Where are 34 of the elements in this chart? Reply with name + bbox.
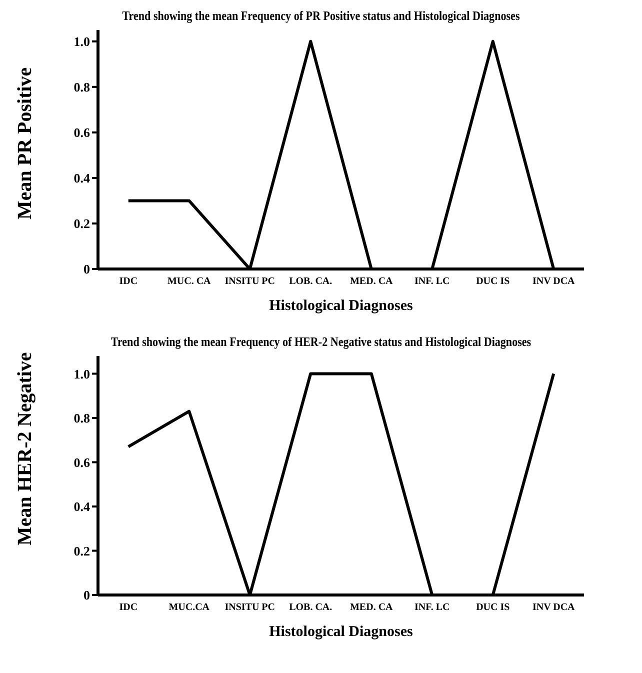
x-axis-title: Histological Diagnoses	[269, 298, 414, 314]
x-tick-label: INV DCA	[532, 602, 576, 614]
y-tick-label: 0.6	[74, 454, 90, 470]
chart-title: Trend showing the mean Frequency of HER-2 Negative status and Histological Diagnoses	[110, 334, 532, 350]
x-tick-label: MED. CA	[350, 276, 394, 288]
y-tick-label: 0.8	[74, 80, 90, 95]
x-axis-title: Histological Diagnoses	[269, 624, 414, 640]
x-tick-label: MED. CA	[350, 602, 394, 614]
x-tick-label: INF. LC	[414, 276, 450, 288]
y-tick-label: 0.2	[74, 216, 90, 232]
y-axis-title: Mean PR Positive	[14, 67, 36, 220]
y-tick-label: 0	[84, 262, 90, 277]
x-tick-label: DUC IS	[476, 602, 510, 614]
y-tick-label: 0.6	[74, 125, 90, 140]
x-tick-label: INF. LC	[414, 602, 450, 614]
y-tick-label: 0.2	[74, 543, 90, 558]
y-tick-label: 0	[84, 588, 90, 603]
y-tick-label: 0.4	[74, 170, 90, 186]
x-tick-label: INSITU PC	[224, 602, 276, 614]
y-tick-label: 0.8	[74, 410, 90, 426]
y-tick-label: 1.0	[74, 34, 90, 49]
y-tick-label: 0.4	[74, 499, 90, 514]
x-tick-label: INV DCA	[532, 276, 576, 288]
chart-title: Trend showing the mean Frequency of PR Positive status and Histological Diagnoses	[121, 8, 521, 24]
x-tick-label: DUC IS	[476, 276, 510, 288]
x-tick-label: IDC	[119, 602, 138, 614]
x-tick-label: IDC	[119, 276, 138, 288]
y-axis-title: Mean HER-2 Negative	[14, 352, 36, 546]
x-tick-label: MUC.CA	[168, 602, 210, 614]
y-tick-label: 1.0	[74, 366, 90, 382]
x-tick-label: MUC. CA	[167, 276, 212, 288]
x-tick-label: LOB. CA.	[289, 602, 333, 614]
x-tick-label: INSITU PC	[224, 276, 276, 288]
x-tick-label: LOB. CA.	[289, 276, 333, 288]
